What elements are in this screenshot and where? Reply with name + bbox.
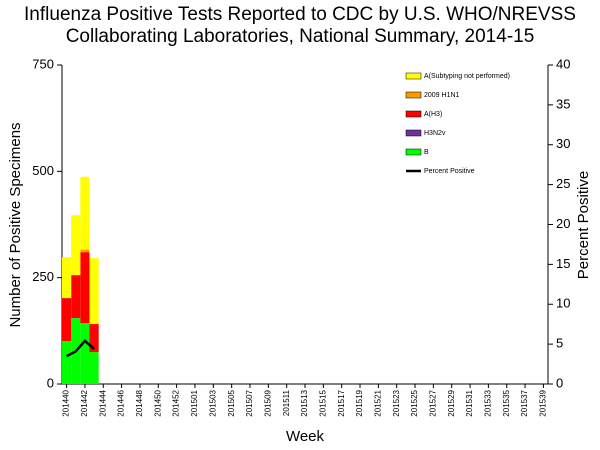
x-tick-label: 201448 — [135, 389, 144, 416]
bar-segment — [80, 252, 90, 324]
bar-segment — [80, 176, 90, 250]
y2-tick-label: 20 — [556, 216, 570, 231]
bar-segment — [89, 258, 99, 325]
legend-label: H3N2v — [424, 130, 446, 137]
x-tick-label: 201521 — [373, 389, 382, 416]
x-tick-label: 201539 — [539, 389, 548, 416]
y2-tick-label: 15 — [556, 256, 570, 271]
x-tick-label: 201533 — [484, 389, 493, 416]
x-tick-label: 201531 — [465, 389, 474, 416]
y2-tick-label: 10 — [556, 296, 570, 311]
y2-tick-label: 30 — [556, 136, 570, 151]
legend-swatch — [405, 72, 422, 80]
x-tick-label: 201442 — [80, 389, 89, 416]
x-tick-label: 201507 — [245, 389, 254, 416]
x-tick-label: 201503 — [208, 389, 217, 416]
legend-label: A(Subtyping not performed) — [424, 73, 510, 80]
x-tick-label: 201452 — [172, 389, 181, 416]
x-tick-label: 201444 — [98, 389, 107, 416]
legend-swatch — [405, 110, 422, 118]
x-tick-label: 201515 — [318, 389, 327, 416]
y2-tick-label: 5 — [556, 336, 563, 351]
bar-segment — [62, 298, 72, 342]
x-tick-label: 201523 — [392, 389, 401, 416]
legend-label: B — [424, 149, 429, 156]
bar-segment — [89, 324, 99, 353]
legend-swatch — [405, 129, 422, 137]
x-tick-label: 201509 — [263, 389, 272, 416]
y-tick-label: 250 — [32, 269, 54, 284]
x-tick-label: 201529 — [447, 389, 456, 416]
y2-axis-label: Percent Positive — [575, 171, 592, 279]
y2-tick-label: 0 — [556, 375, 563, 390]
bar-segment — [62, 341, 72, 384]
bar-segment — [62, 257, 72, 299]
y-tick-label: 0 — [47, 375, 54, 390]
legend-label: Percent Positive — [424, 168, 475, 175]
bar-segment — [89, 352, 99, 384]
legend-swatch — [405, 91, 422, 99]
y2-tick-label: 40 — [556, 56, 570, 71]
x-tick-label: 201535 — [502, 389, 511, 416]
bar-segment — [80, 249, 90, 253]
x-tick-label: 201440 — [62, 389, 71, 416]
x-tick-label: 201517 — [337, 389, 346, 416]
x-tick-label: 201501 — [190, 389, 199, 416]
x-tick-label: 201537 — [520, 389, 529, 416]
x-tick-label: 201525 — [410, 389, 419, 416]
x-tick-label: 201450 — [153, 389, 162, 416]
y-axis-label: Number of Positive Specimens — [7, 122, 24, 327]
y-tick-label: 750 — [32, 56, 54, 71]
bar-segment — [71, 275, 81, 319]
legend-label: 2009 H1N1 — [424, 92, 460, 99]
x-tick-label: 201446 — [117, 389, 126, 416]
y2-tick-label: 25 — [556, 176, 570, 191]
bar-segment — [71, 215, 81, 276]
legend-label: A(H3) — [424, 111, 442, 118]
x-tick-label: 201505 — [227, 389, 236, 416]
chart-title: Influenza Positive Tests Reported to CDC… — [24, 4, 576, 47]
line-series — [66, 339, 95, 358]
x-tick-label: 201527 — [428, 389, 437, 416]
x-tick-label: 201513 — [300, 389, 309, 416]
y-tick-label: 500 — [32, 163, 54, 178]
legend-swatch — [405, 148, 422, 156]
x-tick-label: 201511 — [282, 389, 291, 416]
x-tick-label: 201519 — [355, 389, 364, 416]
y2-tick-label: 35 — [556, 96, 570, 111]
bar-segment — [80, 323, 90, 384]
x-axis-label: Week — [286, 428, 325, 445]
